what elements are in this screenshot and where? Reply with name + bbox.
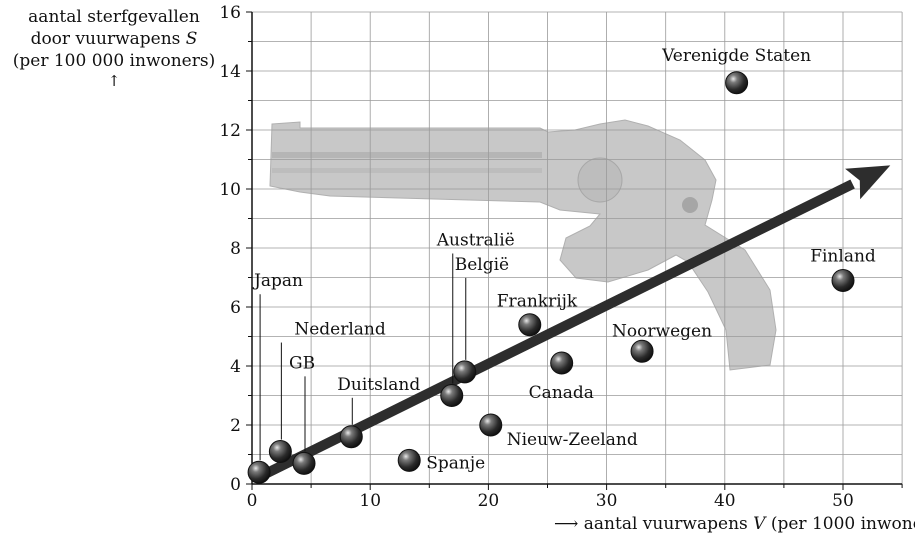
point-label: Verenigde Staten bbox=[661, 46, 811, 66]
point-labels: Japan Nederland GB Duitsland Spanje Australië… bbox=[252, 46, 876, 474]
x-axis-arrow-icon: ⟶ bbox=[554, 514, 579, 534]
y-tick-label: 10 bbox=[219, 180, 241, 200]
x-tick-label: 10 bbox=[359, 491, 381, 511]
data-point bbox=[479, 413, 503, 437]
label-leader-lines bbox=[259, 253, 467, 461]
point-label: Australië bbox=[436, 231, 515, 251]
axes: 0 10 20 30 40 50 0 2 4 6 8 10 12 14 16 bbox=[219, 3, 903, 511]
x-tick-label: 0 bbox=[247, 491, 258, 511]
data-point bbox=[440, 384, 464, 407]
point-label: Frankrijk bbox=[497, 292, 578, 312]
point-label: Japan bbox=[252, 271, 303, 291]
y-axis-label-line-2: door vuurwapens S bbox=[0, 28, 228, 50]
point-label: Canada bbox=[529, 383, 594, 403]
y-tick-label: 4 bbox=[230, 357, 241, 377]
y-axis-label-line-2-text: door vuurwapens bbox=[30, 29, 181, 49]
data-point bbox=[550, 351, 574, 375]
point-label: Spanje bbox=[426, 453, 485, 473]
y-tick-label: 2 bbox=[230, 416, 241, 436]
point-label: GB bbox=[289, 353, 315, 373]
data-point bbox=[453, 360, 477, 384]
x-tick-label: 20 bbox=[478, 491, 500, 511]
y-axis-label-line-1: aantal sterfgevallen bbox=[28, 7, 200, 27]
data-point bbox=[292, 451, 316, 475]
revolver-illustration bbox=[269, 119, 777, 371]
data-point bbox=[268, 440, 292, 464]
x-axis-label-text: aantal vuurwapens bbox=[583, 514, 748, 534]
point-label: België bbox=[455, 255, 509, 275]
x-axis-variable: V bbox=[753, 514, 766, 534]
x-axis-label: ⟶ aantal vuurwapens V (per 1000 inwoners… bbox=[554, 514, 915, 534]
y-axis-label-line-3: (per 100 000 inwoners) bbox=[12, 51, 216, 71]
y-tick-label: 14 bbox=[219, 62, 241, 82]
point-label: Finland bbox=[810, 246, 876, 266]
x-tick-label: 30 bbox=[596, 491, 618, 511]
y-tick-label: 16 bbox=[219, 3, 241, 23]
data-points bbox=[247, 71, 855, 484]
y-axis-arrow-icon: ↑ bbox=[107, 72, 121, 90]
point-label: Nederland bbox=[294, 320, 386, 340]
data-point bbox=[831, 268, 855, 292]
y-axis-variable: S bbox=[185, 29, 198, 49]
point-label: Duitsland bbox=[337, 375, 420, 395]
data-point bbox=[247, 460, 271, 484]
y-tick-label: 6 bbox=[230, 298, 241, 318]
x-tick-label: 40 bbox=[714, 491, 736, 511]
point-label: Nieuw-Zeeland bbox=[507, 430, 638, 450]
y-tick-label: 12 bbox=[219, 121, 241, 141]
data-point bbox=[630, 339, 654, 363]
data-point bbox=[518, 313, 542, 337]
data-point bbox=[725, 71, 749, 95]
x-axis-unit: (per 1000 inwoners) bbox=[770, 514, 915, 534]
grid bbox=[252, 11, 903, 484]
data-point bbox=[339, 425, 363, 449]
trend-arrow-head bbox=[845, 165, 891, 200]
y-tick-label: 0 bbox=[230, 475, 241, 495]
x-tick-label: 50 bbox=[832, 491, 854, 511]
y-tick-label: 8 bbox=[230, 239, 241, 259]
point-label: Noorwegen bbox=[612, 321, 712, 341]
data-point bbox=[397, 448, 421, 472]
y-axis-label: aantal sterfgevallen door vuurwapens S (… bbox=[0, 6, 228, 90]
